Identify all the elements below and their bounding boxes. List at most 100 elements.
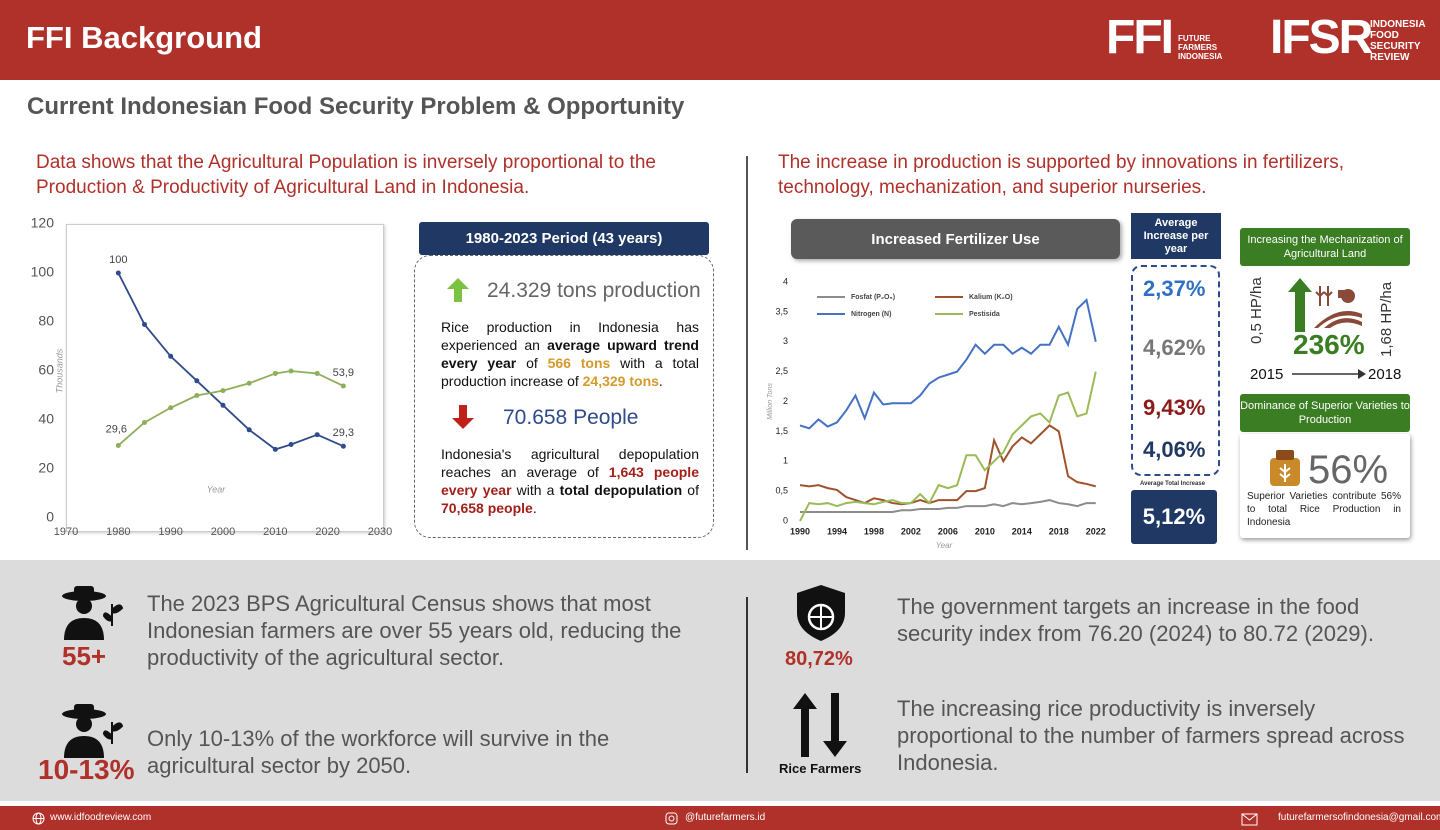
globe-icon	[32, 812, 45, 825]
x-axis-label: Year	[936, 541, 953, 550]
y-tick-label: 2	[783, 396, 788, 406]
y-tick-label: 0	[783, 515, 788, 525]
series-line	[799, 371, 1097, 522]
data-point	[168, 405, 174, 411]
data-point	[194, 378, 200, 384]
logo-line: FUTURE	[1178, 34, 1211, 43]
stat-text: The increasing rice productivity is inve…	[897, 696, 1405, 775]
arrow-down-icon	[452, 405, 474, 429]
y-tick-label: 3	[783, 336, 788, 346]
x-tick-label: 1998	[864, 526, 884, 536]
y-axis-label: Thousands	[54, 348, 64, 393]
series-line	[799, 424, 1097, 506]
footer-link[interactable]: www.idfoodreview.com	[50, 812, 152, 823]
data-point	[142, 321, 147, 327]
logo: IFSR	[1270, 11, 1373, 64]
footer-link[interactable]: @futurefarmers.id	[685, 812, 766, 823]
arrow-up-icon	[1288, 278, 1312, 332]
x-tick-label: 2010	[975, 526, 995, 536]
text: of	[682, 482, 699, 498]
x-axis-label: Year	[207, 484, 227, 494]
stat: 10-13%	[38, 754, 135, 785]
mech-banner: Increasing the Mechanization of Agricult…	[1240, 228, 1410, 266]
divider	[746, 597, 748, 773]
avg-value: 9,43%	[1143, 395, 1206, 420]
data-point	[115, 442, 121, 448]
logo-text: INDONESIA FOOD SECURITY REVIEW	[1370, 19, 1426, 63]
y-tick-label: 0	[46, 509, 54, 525]
y-tick-label: 1,5	[775, 426, 788, 436]
variety-card	[1240, 434, 1410, 538]
avg-value: 4,62%	[1143, 335, 1206, 360]
data-point	[168, 353, 174, 359]
x-tick-label: 1970	[54, 526, 78, 538]
text: average upward trend every year	[441, 337, 699, 371]
data-point	[314, 432, 320, 438]
stat-box	[414, 255, 714, 538]
x-tick-label: 2020	[315, 526, 339, 538]
section-heading: Data shows that the Agricultural Populat…	[36, 152, 656, 198]
data-point	[288, 368, 294, 374]
data-point	[288, 442, 294, 447]
variety-text: Superior Varieties contribute 56% to tot…	[1247, 491, 1401, 528]
x-tick-label: 2006	[938, 526, 958, 536]
text: 70,658 people	[441, 500, 533, 516]
text: Indonesia's agricultural depopulation re…	[441, 446, 699, 480]
data-point	[220, 388, 226, 394]
year-label: 2015	[1250, 366, 1284, 383]
y-tick-label: 40	[38, 411, 54, 427]
arrow-up-icon	[447, 278, 469, 302]
mail-icon	[1241, 813, 1258, 826]
logo-line: FOOD	[1370, 30, 1399, 41]
text: with a total production increase of	[441, 355, 699, 389]
stat-text: The government targets an increase in th…	[897, 594, 1374, 646]
x-tick-label: 2010	[263, 526, 287, 538]
data-label: 53,9	[333, 367, 354, 379]
x-tick-label: 2002	[901, 526, 921, 536]
y-tick-label: 0,5	[775, 486, 788, 496]
avg-value: 4,06%	[1143, 437, 1206, 462]
text: every year	[441, 482, 512, 498]
y-tick-label: 4	[783, 276, 788, 286]
subtitle: Current Indonesian Food Security Problem…	[27, 93, 685, 120]
data-point	[246, 427, 252, 433]
footer-link[interactable]: futurefarmersofindonesia@gmail.com	[1278, 812, 1440, 823]
text: 1,643 people	[608, 464, 699, 480]
legend-label: Fosfat (P₂O₅)	[851, 294, 895, 301]
stat: 55+	[62, 641, 107, 671]
stat-headline: 70.658 People	[503, 406, 639, 429]
stat-text: Indonesia's agricultural depopulation re…	[441, 445, 699, 517]
arrow-right-icon	[1292, 369, 1366, 379]
avg-banner: Average Increase per year	[1131, 213, 1221, 259]
text: 566 tons	[547, 355, 611, 371]
text: .	[532, 500, 537, 516]
variety-banner: Dominance of Superior Varieties to Produ…	[1240, 394, 1410, 432]
stat-text: Only 10-13% of the workforce will surviv…	[147, 726, 610, 778]
text: Rice production in Indonesia has experie…	[441, 319, 699, 353]
y-tick-label: 60	[38, 362, 54, 378]
total-label: Average Total Increase	[1140, 481, 1206, 487]
arrows-icon	[793, 693, 847, 757]
logo-line: SECURITY	[1370, 41, 1421, 52]
data-point	[340, 443, 346, 449]
x-tick-label: 1980	[106, 526, 130, 538]
section-heading: The increase in production is supported …	[778, 152, 1345, 198]
mech-pct: 236%	[1293, 329, 1365, 360]
data-point	[194, 393, 200, 398]
icon-label: Rice Farmers	[779, 761, 862, 776]
data-label: 29,6	[106, 423, 127, 435]
data-point	[246, 380, 252, 386]
legend-label: Nitrogen (N)	[851, 311, 891, 318]
chart-frame	[66, 224, 384, 532]
text: with a	[511, 482, 560, 498]
logo-text: FUTURE FARMERS INDONESIA	[1178, 34, 1222, 61]
data-point	[340, 383, 346, 389]
text: .	[658, 373, 663, 389]
data-point	[272, 446, 278, 452]
x-tick-label: 1990	[158, 526, 182, 538]
y-tick-label: 20	[38, 460, 54, 476]
series-line	[800, 499, 1096, 514]
y-axis-label: Million Tons	[767, 383, 774, 420]
